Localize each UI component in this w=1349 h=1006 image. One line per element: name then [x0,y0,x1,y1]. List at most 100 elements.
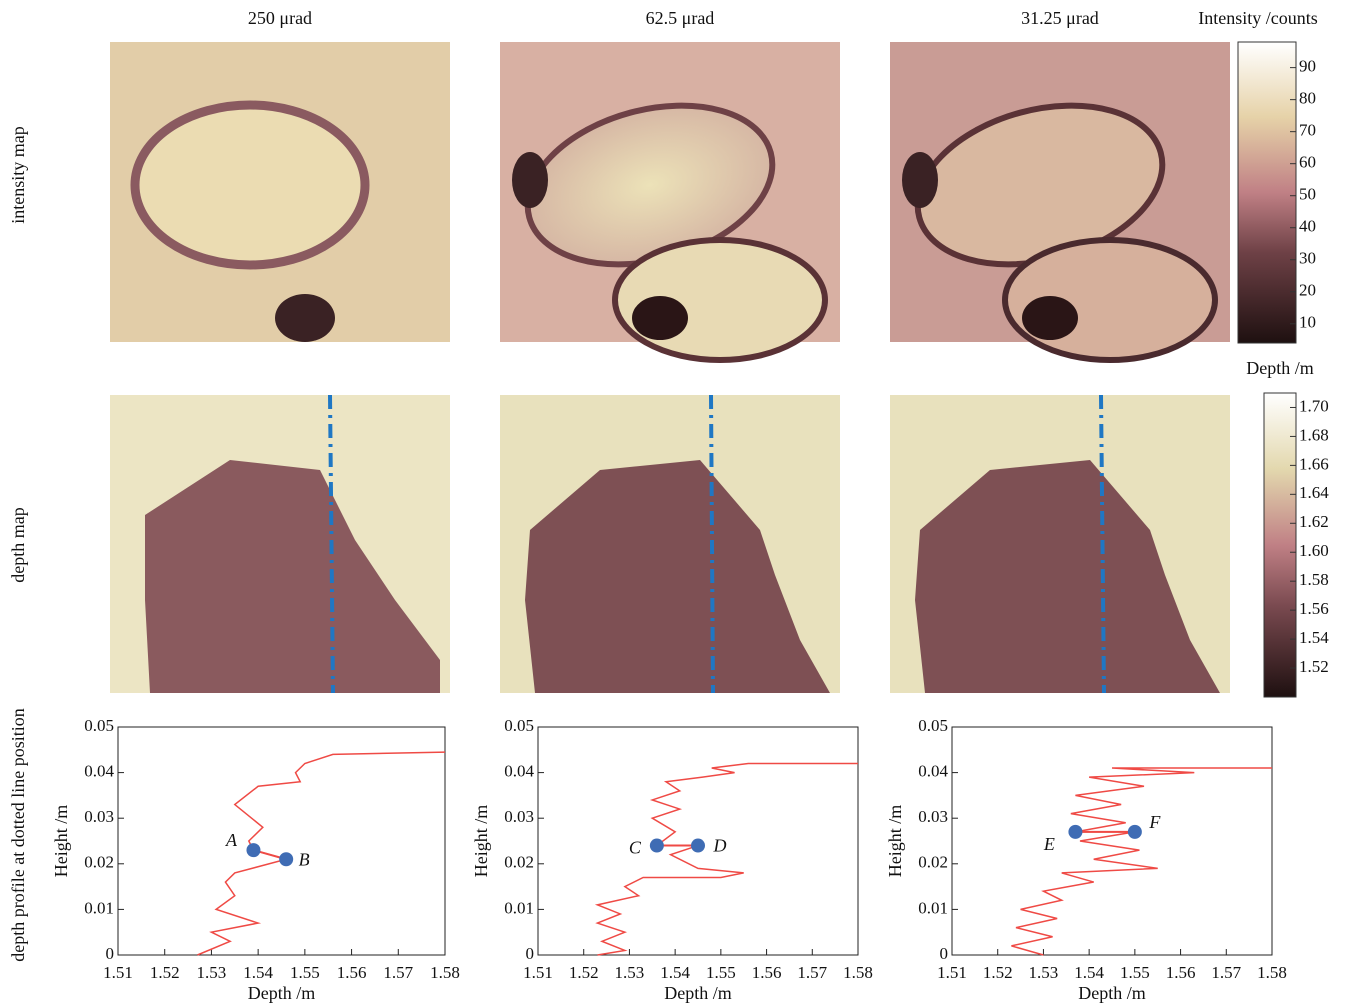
x-tick-label: 1.56 [752,963,782,982]
colorbar-tick-label: 60 [1299,153,1316,172]
point [246,843,261,858]
x-axis-label: Depth /m [664,983,732,1003]
colorbar-tick-label: 1.60 [1299,541,1329,560]
colorbar-label: Depth /m [1246,358,1314,378]
point-label: D [713,836,727,856]
y-axis-label: Height /m [885,805,905,878]
depth-object [145,460,440,693]
panda-eye [1022,296,1078,340]
row-label: depth profile at dotted line position [8,708,28,961]
profile-line [197,751,446,956]
point [649,838,664,853]
panda-eye [632,296,688,340]
y-tick-label: 0.02 [84,853,114,872]
x-tick-label: 1.58 [430,963,460,982]
x-tick-label: 1.51 [937,963,967,982]
point-label: F [1148,812,1161,832]
colorbar-tick-label: 1.66 [1299,454,1329,473]
row-label: intensity map [8,126,28,224]
x-tick-label: 1.52 [983,963,1013,982]
x-tick-label: 1.56 [337,963,367,982]
panda-ear [902,152,938,208]
colorbar-tick-label: 1.70 [1299,396,1329,415]
colorbar-tick-label: 30 [1299,249,1316,268]
colorbar-tick-label: 1.56 [1299,599,1329,618]
y-tick-label: 0.04 [84,762,114,781]
y-tick-label: 0 [940,944,949,963]
colorbar-tick-label: 50 [1299,185,1316,204]
colorbar-tick-label: 1.68 [1299,425,1329,444]
y-tick-label: 0.01 [918,898,948,917]
x-tick-label: 1.57 [1211,963,1241,982]
colorbar-tick-label: 1.54 [1299,628,1329,647]
colorbar-tick-label: 1.64 [1299,483,1329,502]
y-tick-label: 0.05 [918,716,948,735]
colorbar-tick-label: 1.52 [1299,657,1329,676]
x-axis-label: Depth /m [248,983,316,1003]
depth-object [915,460,1220,693]
x-tick-label: 1.53 [1029,963,1059,982]
x-tick-label: 1.53 [197,963,227,982]
y-tick-label: 0.04 [504,762,534,781]
column-title: 250 μrad [248,8,312,28]
colorbar-tick-label: 70 [1299,121,1316,140]
panda-head [130,100,370,270]
point [1127,824,1142,839]
colorbar-tick-label: 20 [1299,281,1316,300]
profile-line [1011,767,1272,956]
x-tick-label: 1.56 [1166,963,1196,982]
point-label: E [1043,834,1055,854]
y-tick-label: 0.02 [504,853,534,872]
colorbar-tick-label: 90 [1299,57,1316,76]
x-tick-label: 1.58 [1257,963,1287,982]
profile-line [709,394,715,694]
y-axis-label: Height /m [51,805,71,878]
depth-maps [110,394,1230,694]
colorbar-tick-label: 40 [1299,217,1316,236]
column-title: 62.5 μrad [646,8,715,28]
panda-eye [275,294,335,342]
x-tick-label: 1.51 [523,963,553,982]
x-tick-label: 1.54 [1074,963,1104,982]
x-tick-label: 1.55 [706,963,736,982]
x-tick-label: 1.52 [150,963,180,982]
y-tick-label: 0.01 [84,898,114,917]
x-tick-label: 1.51 [103,963,133,982]
colorbar-tick-label: 1.62 [1299,512,1329,531]
intensity-maps [110,42,1230,363]
y-tick-label: 0.03 [918,807,948,826]
colorbar-tick-label: 1.58 [1299,570,1329,589]
profile-line [328,394,335,694]
x-tick-label: 1.54 [660,963,690,982]
y-tick-label: 0.05 [84,716,114,735]
x-tick-label: 1.52 [569,963,599,982]
x-tick-label: 1.58 [843,963,873,982]
colorbar [1237,41,1297,344]
point-label: B [299,849,310,869]
plot-frame [117,726,446,956]
point [1068,824,1083,839]
column-title: 31.25 μrad [1021,8,1099,28]
point-label: A [225,830,238,850]
y-tick-label: 0.04 [918,762,948,781]
y-axis-label: Height /m [471,805,491,878]
depth-object [525,460,830,693]
y-tick-label: 0.02 [918,853,948,872]
plot-frame [537,726,859,956]
point-label: C [629,838,642,858]
colorbar-tick-label: 80 [1299,89,1316,108]
x-tick-label: 1.57 [383,963,413,982]
point [279,852,294,867]
profile-line [1099,394,1106,694]
y-tick-label: 0.01 [504,898,534,917]
y-tick-label: 0.03 [504,807,534,826]
row-label: depth map [8,507,28,582]
x-tick-label: 1.53 [615,963,645,982]
panda-ear [512,152,548,208]
x-tick-label: 1.54 [243,963,273,982]
y-tick-label: 0 [106,944,115,963]
x-tick-label: 1.55 [290,963,320,982]
x-axis-label: Depth /m [1078,983,1146,1003]
point [691,838,705,853]
